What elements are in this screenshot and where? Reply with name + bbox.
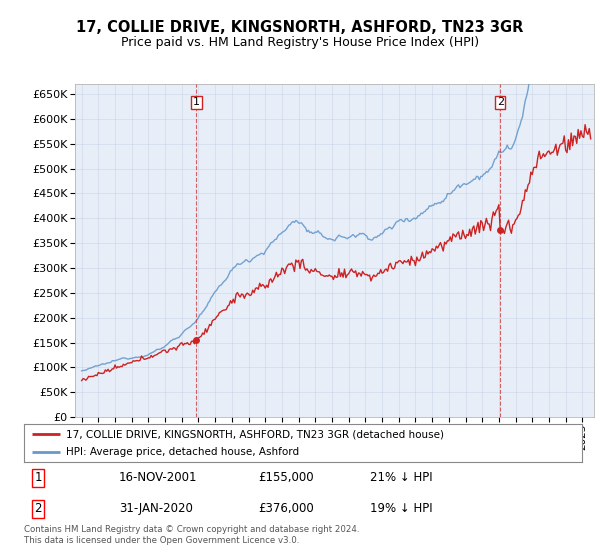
Text: 2: 2: [497, 97, 504, 108]
Text: £155,000: £155,000: [259, 472, 314, 484]
Text: 1: 1: [193, 97, 200, 108]
Text: Price paid vs. HM Land Registry's House Price Index (HPI): Price paid vs. HM Land Registry's House …: [121, 36, 479, 49]
Text: 1: 1: [34, 472, 42, 484]
Text: 16-NOV-2001: 16-NOV-2001: [119, 472, 197, 484]
Text: 21% ↓ HPI: 21% ↓ HPI: [370, 472, 433, 484]
Text: 31-JAN-2020: 31-JAN-2020: [119, 502, 193, 515]
Text: HPI: Average price, detached house, Ashford: HPI: Average price, detached house, Ashf…: [66, 447, 299, 457]
Text: 17, COLLIE DRIVE, KINGSNORTH, ASHFORD, TN23 3GR (detached house): 17, COLLIE DRIVE, KINGSNORTH, ASHFORD, T…: [66, 429, 444, 439]
Text: Contains HM Land Registry data © Crown copyright and database right 2024.
This d: Contains HM Land Registry data © Crown c…: [24, 525, 359, 545]
Text: 19% ↓ HPI: 19% ↓ HPI: [370, 502, 433, 515]
Text: £376,000: £376,000: [259, 502, 314, 515]
Text: 2: 2: [34, 502, 42, 515]
Text: 17, COLLIE DRIVE, KINGSNORTH, ASHFORD, TN23 3GR: 17, COLLIE DRIVE, KINGSNORTH, ASHFORD, T…: [76, 20, 524, 35]
